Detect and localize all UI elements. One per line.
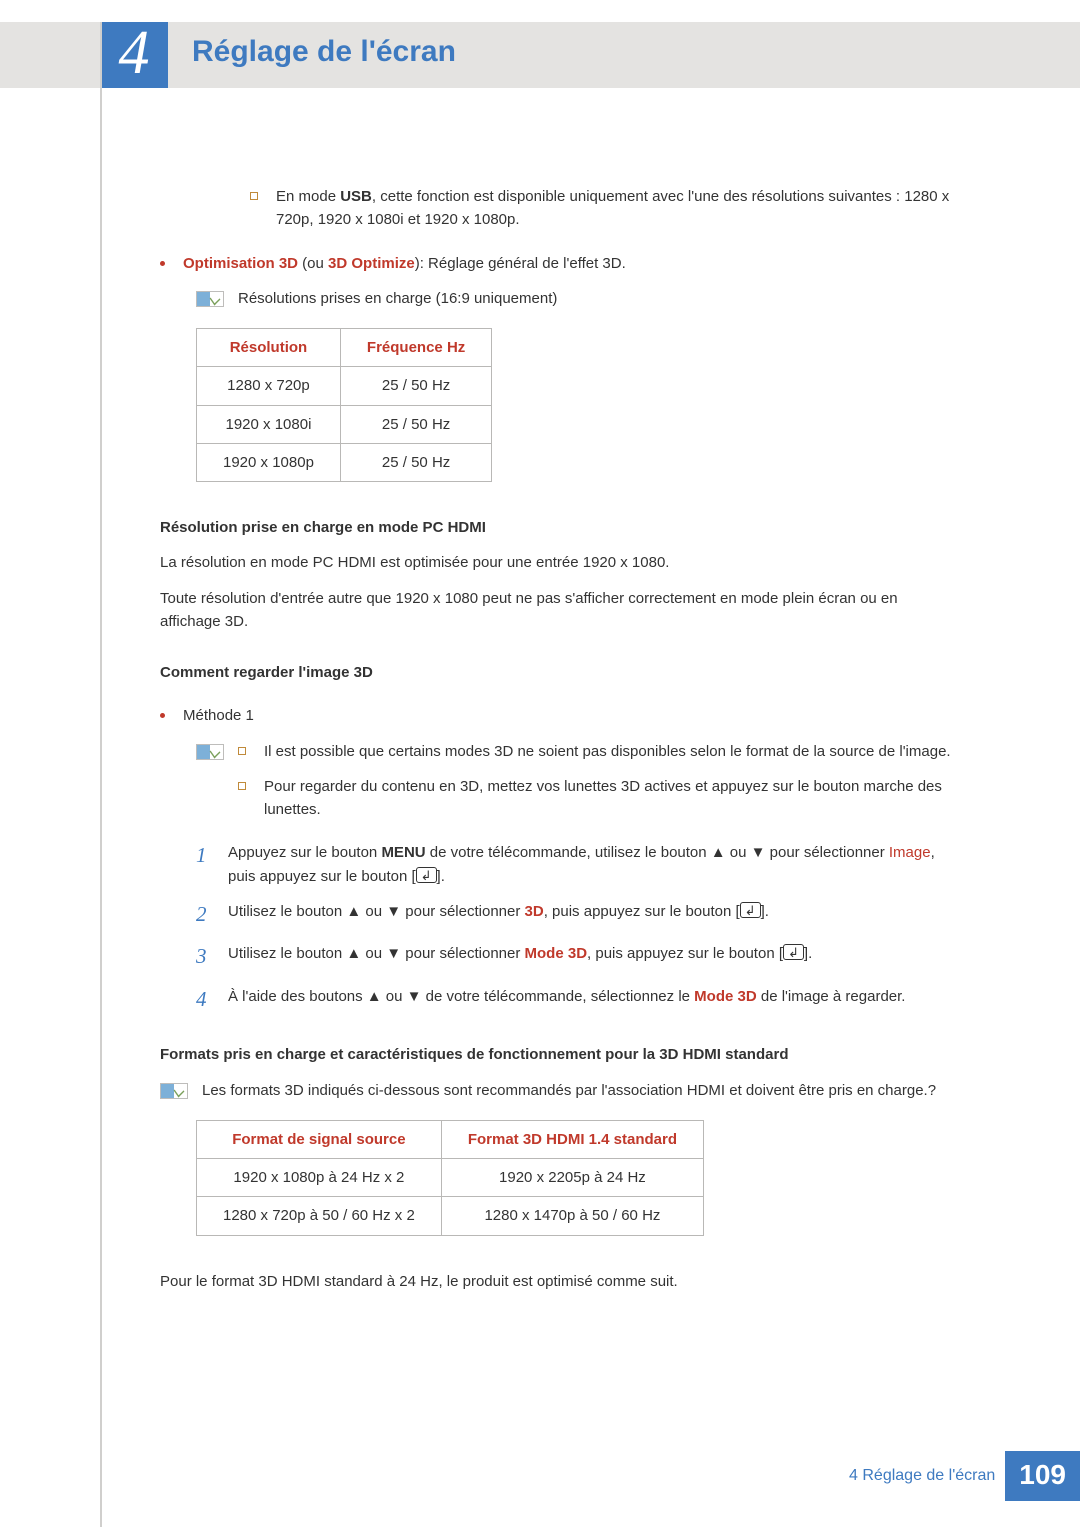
- step-3-text: Utilisez le bouton ▲ ou ▼ pour sélection…: [228, 942, 812, 965]
- step-number: 3: [196, 940, 224, 973]
- table-row: 1920 x 1080i 25 / 50 Hz: [197, 405, 492, 443]
- table-row: 1280 x 720p 25 / 50 Hz: [197, 367, 492, 405]
- hollow-square-bullet-icon: [238, 747, 246, 755]
- how3d-note-1: Il est possible que certains modes 3D ne…: [264, 740, 951, 763]
- table-row: 1280 x 720p à 50 / 60 Hz x 2 1280 x 1470…: [197, 1197, 704, 1235]
- table-row: 1920 x 1080p 25 / 50 Hz: [197, 443, 492, 481]
- resolution-frequency-table: Résolution Fréquence Hz 1280 x 720p 25 /…: [196, 328, 492, 482]
- enter-icon: ↲: [783, 944, 804, 960]
- how3d-note-2: Pour regarder du contenu en 3D, mettez v…: [264, 775, 960, 822]
- formats-note: Les formats 3D indiqués ci-dessous sont …: [202, 1079, 936, 1102]
- chapter-number: 4: [119, 18, 150, 89]
- chapter-title: Réglage de l'écran: [192, 35, 456, 69]
- note-icon: [160, 1083, 188, 1099]
- usb-mode-note: En mode USB, cette fonction est disponib…: [276, 185, 960, 232]
- table2-head-source: Format de signal source: [197, 1120, 442, 1158]
- note-icon: [196, 291, 224, 307]
- page-footer: 4 Réglage de l'écran 109: [849, 1451, 1080, 1501]
- table2-head-3dhdmi: Format 3D HDMI 1.4 standard: [441, 1120, 703, 1158]
- optimisation-3d-line: Optimisation 3D (ou 3D Optimize): Réglag…: [183, 252, 626, 275]
- table1-head-resolution: Résolution: [197, 329, 341, 367]
- pc-hdmi-paragraph-1: La résolution en mode PC HDMI est optimi…: [160, 551, 960, 574]
- chapter-number-box: 4: [100, 22, 168, 88]
- table-row: 1920 x 1080p à 24 Hz x 2 1920 x 2205p à …: [197, 1159, 704, 1197]
- supported-res-16-9-note: Résolutions prises en charge (16:9 uniqu…: [238, 287, 557, 310]
- step-2-text: Utilisez le bouton ▲ ou ▼ pour sélection…: [228, 900, 769, 923]
- enter-icon: ↲: [416, 867, 437, 883]
- step-1-text: Appuyez sur le bouton MENU de votre télé…: [228, 841, 960, 888]
- left-margin-rule: [100, 22, 102, 1527]
- format-3d-hdmi-table: Format de signal source Format 3D HDMI 1…: [196, 1120, 704, 1236]
- hollow-square-bullet-icon: [250, 192, 258, 200]
- pc-hdmi-paragraph-2: Toute résolution d'entrée autre que 1920…: [160, 587, 960, 634]
- filled-dot-bullet-icon: [160, 713, 165, 718]
- table1-head-frequency: Fréquence Hz: [340, 329, 491, 367]
- page-number: 109: [1005, 1451, 1080, 1501]
- page-content: En mode USB, cette fonction est disponib…: [160, 185, 960, 1293]
- filled-dot-bullet-icon: [160, 261, 165, 266]
- footer-chapter-label: 4 Réglage de l'écran: [849, 1467, 995, 1485]
- step-4-text: À l'aide des boutons ▲ ou ▼ de votre tél…: [228, 985, 905, 1008]
- note-icon: [196, 744, 224, 760]
- step-number: 4: [196, 983, 224, 1016]
- step-number: 2: [196, 898, 224, 931]
- section-formats: Formats pris en charge et caractéristiqu…: [160, 1043, 960, 1066]
- enter-icon: ↲: [740, 902, 761, 918]
- section-how-3d: Comment regarder l'image 3D: [160, 661, 960, 684]
- section-pc-hdmi: Résolution prise en charge en mode PC HD…: [160, 516, 960, 539]
- closing-paragraph: Pour le format 3D HDMI standard à 24 Hz,…: [160, 1270, 960, 1293]
- step-number: 1: [196, 839, 224, 872]
- hollow-square-bullet-icon: [238, 782, 246, 790]
- method-1-label: Méthode 1: [183, 704, 254, 727]
